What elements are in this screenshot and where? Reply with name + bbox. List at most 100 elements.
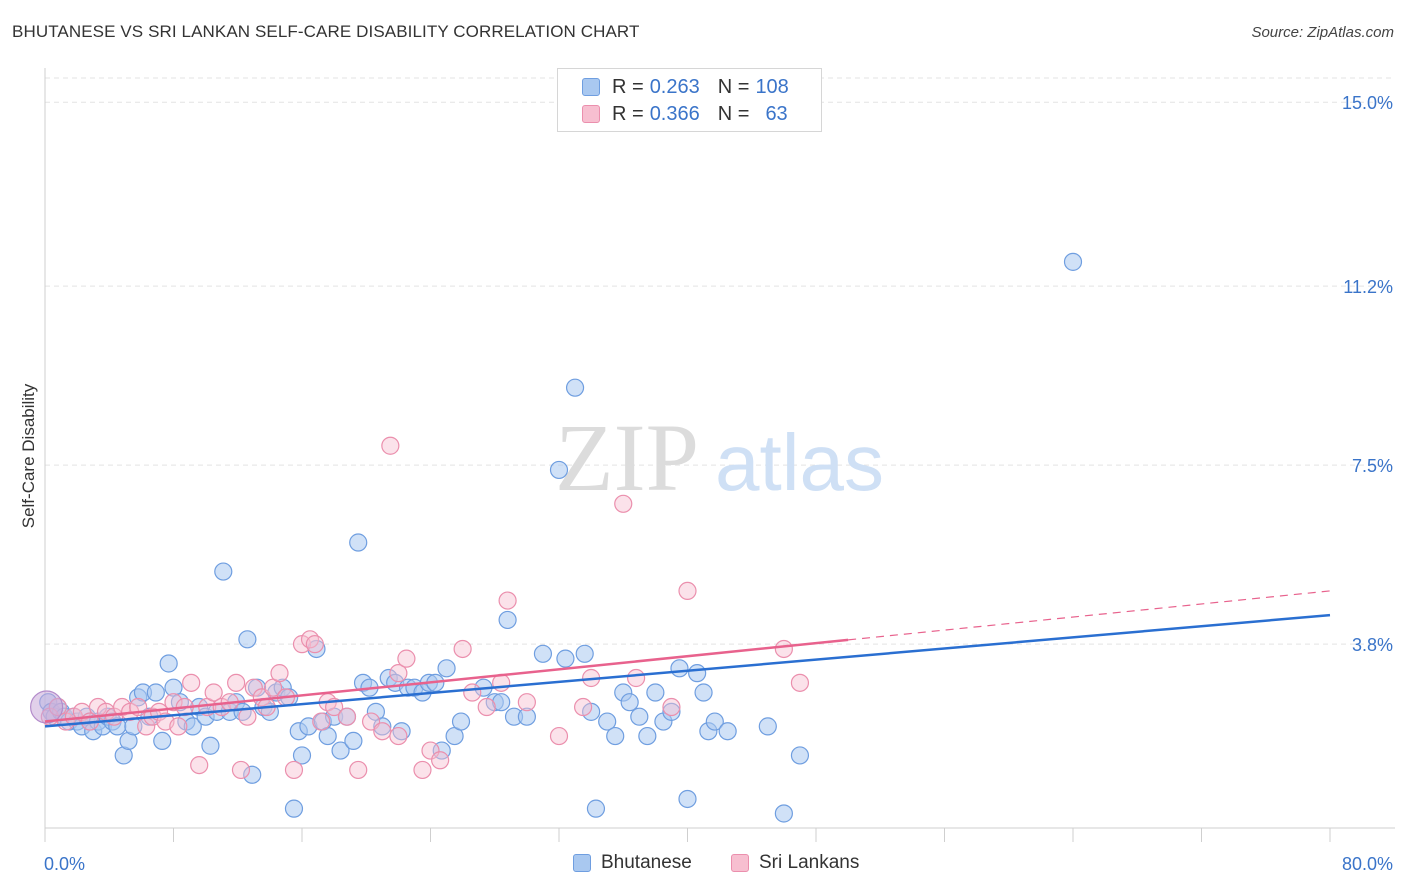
sri-lankans-point	[227, 673, 246, 692]
sri-lankans-point	[312, 712, 331, 731]
bhutanese-point	[630, 707, 649, 726]
legend-r-value: 0.263	[649, 75, 700, 98]
sri-lankans-point	[453, 639, 472, 659]
sri-lankans-point	[373, 722, 392, 741]
bhutanese-point	[638, 726, 657, 746]
series-swatch-blue	[573, 854, 591, 872]
sri-lankans-point	[204, 683, 223, 702]
sri-lankans-point	[349, 760, 368, 780]
sri-lankans-point	[477, 697, 496, 717]
bhutanese-point	[498, 610, 517, 630]
bhutanese-point	[214, 562, 233, 581]
bhutanese-point	[146, 683, 165, 702]
legend-row-sri-lankans: R = 0.366 N = 63	[582, 101, 788, 127]
sri-lankans-trend-line	[44, 638, 849, 723]
watermark-zip: ZIP	[555, 404, 699, 511]
bhutanese-point	[344, 731, 363, 751]
bhutanese-point	[790, 746, 810, 765]
sri-lankans-point	[238, 707, 257, 726]
bhutanese-point	[492, 693, 511, 712]
bhutanese-point	[238, 630, 257, 649]
bhutanese-point	[201, 736, 220, 755]
legend-swatch-blue	[582, 78, 600, 96]
series-legend-bhutanese[interactable]: Bhutanese	[573, 852, 692, 874]
y-tick-label: 15.0%	[1342, 93, 1393, 113]
watermark: ZIP atlas	[555, 404, 884, 511]
sri-lankans-point	[662, 697, 681, 717]
sri-lankans-point	[421, 741, 440, 760]
sri-lankans-point	[573, 697, 593, 717]
bhutanese-point	[688, 664, 707, 683]
sri-lankans-point	[182, 673, 201, 692]
sri-lankans-point	[190, 755, 209, 775]
y-tick-label: 3.8%	[1352, 635, 1393, 655]
bhutanese-point	[670, 659, 689, 678]
overlap-point	[30, 690, 64, 724]
sri-lankans-point	[397, 649, 416, 668]
sri-lankans-point	[270, 664, 289, 683]
sri-lankans-point	[389, 726, 408, 746]
sri-lankans-trend-extension	[848, 590, 1331, 641]
sri-lankans-point	[549, 726, 569, 746]
legend-r-label: R =	[612, 75, 644, 98]
sri-lankans-point	[413, 760, 432, 780]
series-legend-label: Bhutanese	[601, 852, 692, 873]
bhutanese-point	[533, 644, 553, 663]
bhutanese-trend-line	[44, 613, 1331, 728]
bhutanese-point	[517, 707, 536, 726]
bhutanese-point	[153, 731, 172, 751]
bhutanese-point	[662, 702, 681, 721]
sri-lankans-point	[790, 673, 810, 692]
sri-lankans-point	[463, 683, 482, 702]
bhutanese-point	[758, 717, 777, 736]
bhutanese-point	[575, 644, 594, 663]
sri-lankans-point	[626, 668, 646, 688]
bhutanese-point	[646, 683, 665, 702]
bhutanese-point	[718, 722, 737, 741]
bhutanese-point	[183, 717, 202, 736]
bhutanese-point	[694, 683, 713, 702]
sri-lankans-point	[381, 436, 400, 455]
bhutanese-point	[1063, 252, 1083, 271]
bhutanese-point	[705, 712, 724, 731]
bhutanese-point	[331, 741, 350, 760]
bhutanese-point	[565, 378, 585, 397]
legend-n-value: 108	[755, 75, 789, 98]
legend-row-bhutanese: R = 0.263 N = 108	[582, 74, 789, 100]
legend-n-label: N =	[717, 75, 750, 98]
chart-title: BHUTANESE VS SRI LANKAN SELF-CARE DISABI…	[12, 22, 640, 41]
y-axis-label: Self-Care Disability	[19, 383, 38, 528]
y-tick-label: 7.5%	[1352, 456, 1393, 476]
series-swatch-pink	[731, 854, 749, 872]
sri-lankans-point	[431, 751, 450, 770]
x-tick-label: 80.0%	[1342, 854, 1393, 874]
legend-swatch-pink	[582, 105, 600, 123]
grid-layer	[45, 77, 1395, 645]
bhutanese-point	[284, 799, 304, 818]
series-legend-sri-lankans[interactable]: Sri Lankans	[731, 852, 859, 874]
legend-r-value: 0.366	[649, 102, 700, 125]
bhutanese-point	[451, 712, 471, 731]
bhutanese-point	[349, 533, 368, 552]
sri-lankans-point	[169, 717, 188, 736]
bhutanese-point	[598, 712, 617, 731]
trend-lines	[44, 590, 1331, 728]
tick-labels: 3.8% 7.5% 11.2% 15.0% 0.0% 80.0%	[44, 93, 1393, 874]
bhutanese-point	[678, 789, 697, 809]
legend-r-label: R =	[612, 102, 644, 125]
sri-lankans-point	[337, 707, 357, 726]
y-tick-label: 11.2%	[1343, 277, 1393, 297]
x-tick-label: 0.0%	[44, 854, 85, 874]
bhutanese-point	[243, 765, 262, 784]
bhutanese-point	[556, 649, 575, 668]
sri-lankans-point	[774, 639, 793, 659]
sri-lankans-point	[498, 591, 517, 610]
bhutanese-point	[586, 799, 606, 818]
bhutanese-point	[373, 717, 392, 736]
watermark-atlas: atlas	[715, 418, 884, 507]
bhutanese-point	[437, 659, 456, 678]
bhutanese-point	[292, 746, 312, 765]
correlation-legend: R = 0.263 N = 108 R = 0.366 N = 63	[557, 68, 822, 132]
sri-lankans-point	[164, 693, 183, 712]
